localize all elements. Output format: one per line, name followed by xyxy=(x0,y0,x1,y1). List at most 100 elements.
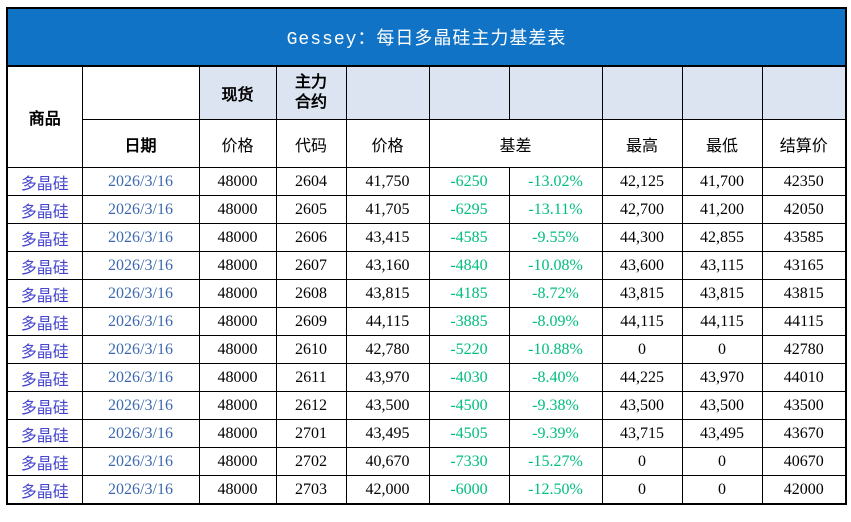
cell-date: 2026/3/16 xyxy=(81,335,200,364)
cell-main-price: 41,750 xyxy=(345,167,430,196)
header-empty-5 xyxy=(681,65,763,120)
table-row: 多晶硅 2026/3/16 48000 2611 43,970 -4030 -8.40% 44… xyxy=(6,363,847,392)
cell-high: 42,125 xyxy=(601,167,683,196)
cell-high: 0 xyxy=(601,475,683,505)
cell-code: 2610 xyxy=(275,335,347,364)
header-empty-above-date xyxy=(81,65,200,120)
cell-date: 2026/3/16 xyxy=(81,251,200,280)
cell-commodity: 多晶硅 xyxy=(6,419,83,448)
cell-commodity: 多晶硅 xyxy=(6,279,83,308)
cell-code: 2604 xyxy=(275,167,347,196)
cell-main-price: 44,115 xyxy=(345,307,430,336)
cell-spot-price: 48000 xyxy=(198,279,277,308)
cell-main-price: 43,160 xyxy=(345,251,430,280)
cell-low: 44,115 xyxy=(681,307,763,336)
cell-commodity: 多晶硅 xyxy=(6,251,83,280)
cell-high: 0 xyxy=(601,335,683,364)
cell-commodity: 多晶硅 xyxy=(6,391,83,420)
cell-low: 43,495 xyxy=(681,419,763,448)
cell-main-price: 41,705 xyxy=(345,195,430,224)
header-main-price: 价格 xyxy=(345,119,430,168)
cell-high: 43,715 xyxy=(601,419,683,448)
cell-spot-price: 48000 xyxy=(198,167,277,196)
cell-basis-pct: -15.27% xyxy=(508,447,603,476)
table-row: 多晶硅 2026/3/16 48000 2607 43,160 -4840 -10.08% 4… xyxy=(6,251,847,280)
header-low: 最低 xyxy=(681,119,763,168)
cell-main-price: 43,970 xyxy=(345,363,430,392)
header-empty-6 xyxy=(761,65,847,120)
table-row: 多晶硅 2026/3/16 48000 2608 43,815 -4185 -8.72% 43… xyxy=(6,279,847,308)
table-row: 多晶硅 2026/3/16 48000 2703 42,000 -6000 -12.50% 0… xyxy=(6,475,847,505)
cell-main-price: 42,000 xyxy=(345,475,430,505)
cell-spot-price: 48000 xyxy=(198,223,277,252)
cell-spot-price: 48000 xyxy=(198,447,277,476)
cell-spot-price: 48000 xyxy=(198,307,277,336)
header-code: 代码 xyxy=(275,119,347,168)
cell-code: 2701 xyxy=(275,419,347,448)
header-spot: 现货 xyxy=(198,65,277,120)
cell-basis: -3885 xyxy=(428,307,510,336)
cell-date: 2026/3/16 xyxy=(81,167,200,196)
cell-low: 43,970 xyxy=(681,363,763,392)
cell-code: 2605 xyxy=(275,195,347,224)
cell-settlement: 43585 xyxy=(761,223,847,252)
cell-basis-pct: -13.11% xyxy=(508,195,603,224)
cell-code: 2606 xyxy=(275,223,347,252)
cell-basis: -4585 xyxy=(428,223,510,252)
cell-main-price: 43,500 xyxy=(345,391,430,420)
cell-basis-pct: -12.50% xyxy=(508,475,603,505)
cell-high: 44,225 xyxy=(601,363,683,392)
cell-settlement: 44115 xyxy=(761,307,847,336)
cell-commodity: 多晶硅 xyxy=(6,167,83,196)
header-empty-4 xyxy=(601,65,683,120)
cell-low: 41,200 xyxy=(681,195,763,224)
cell-low: 43,815 xyxy=(681,279,763,308)
cell-basis: -4500 xyxy=(428,391,510,420)
table-row: 多晶硅 2026/3/16 48000 2701 43,495 -4505 -9.39% 43… xyxy=(6,419,847,448)
cell-main-price: 43,815 xyxy=(345,279,430,308)
cell-high: 43,500 xyxy=(601,391,683,420)
cell-spot-price: 48000 xyxy=(198,475,277,505)
cell-date: 2026/3/16 xyxy=(81,279,200,308)
cell-high: 43,815 xyxy=(601,279,683,308)
cell-basis-pct: -9.38% xyxy=(508,391,603,420)
cell-high: 43,600 xyxy=(601,251,683,280)
cell-low: 0 xyxy=(681,447,763,476)
header-basis: 基差 xyxy=(428,119,603,168)
header-settlement: 结算价 xyxy=(761,119,847,168)
cell-settlement: 44010 xyxy=(761,363,847,392)
cell-date: 2026/3/16 xyxy=(81,307,200,336)
cell-main-price: 40,670 xyxy=(345,447,430,476)
header-date: 日期 xyxy=(81,119,200,168)
cell-settlement: 42780 xyxy=(761,335,847,364)
cell-settlement: 40670 xyxy=(761,447,847,476)
basis-table: Gessey：每日多晶硅主力基差表 商品 现货 主力 合约 日期 价格 代码 价… xyxy=(5,7,848,505)
cell-commodity: 多晶硅 xyxy=(6,363,83,392)
cell-low: 41,700 xyxy=(681,167,763,196)
cell-basis: -6000 xyxy=(428,475,510,505)
cell-spot-price: 48000 xyxy=(198,419,277,448)
cell-basis-pct: -9.39% xyxy=(508,419,603,448)
cell-spot-price: 48000 xyxy=(198,363,277,392)
cell-commodity: 多晶硅 xyxy=(6,223,83,252)
cell-settlement: 43670 xyxy=(761,419,847,448)
table-row: 多晶硅 2026/3/16 48000 2610 42,780 -5220 -10.88% 0… xyxy=(6,335,847,364)
cell-spot-price: 48000 xyxy=(198,195,277,224)
table-row: 多晶硅 2026/3/16 48000 2604 41,750 -6250 -13.02% 4… xyxy=(6,167,847,196)
cell-basis: -6295 xyxy=(428,195,510,224)
cell-low: 0 xyxy=(681,475,763,505)
cell-high: 44,300 xyxy=(601,223,683,252)
cell-main-price: 43,415 xyxy=(345,223,430,252)
cell-basis: -6250 xyxy=(428,167,510,196)
header-main-contract: 主力 合约 xyxy=(275,65,347,120)
cell-commodity: 多晶硅 xyxy=(6,307,83,336)
cell-basis-pct: -13.02% xyxy=(508,167,603,196)
cell-date: 2026/3/16 xyxy=(81,391,200,420)
cell-low: 0 xyxy=(681,335,763,364)
header-empty-1 xyxy=(345,65,430,120)
table-body: 多晶硅 2026/3/16 48000 2604 41,750 -6250 -13.02% 4… xyxy=(6,167,847,505)
cell-basis: -4840 xyxy=(428,251,510,280)
cell-high: 44,115 xyxy=(601,307,683,336)
header-empty-3 xyxy=(508,65,603,120)
